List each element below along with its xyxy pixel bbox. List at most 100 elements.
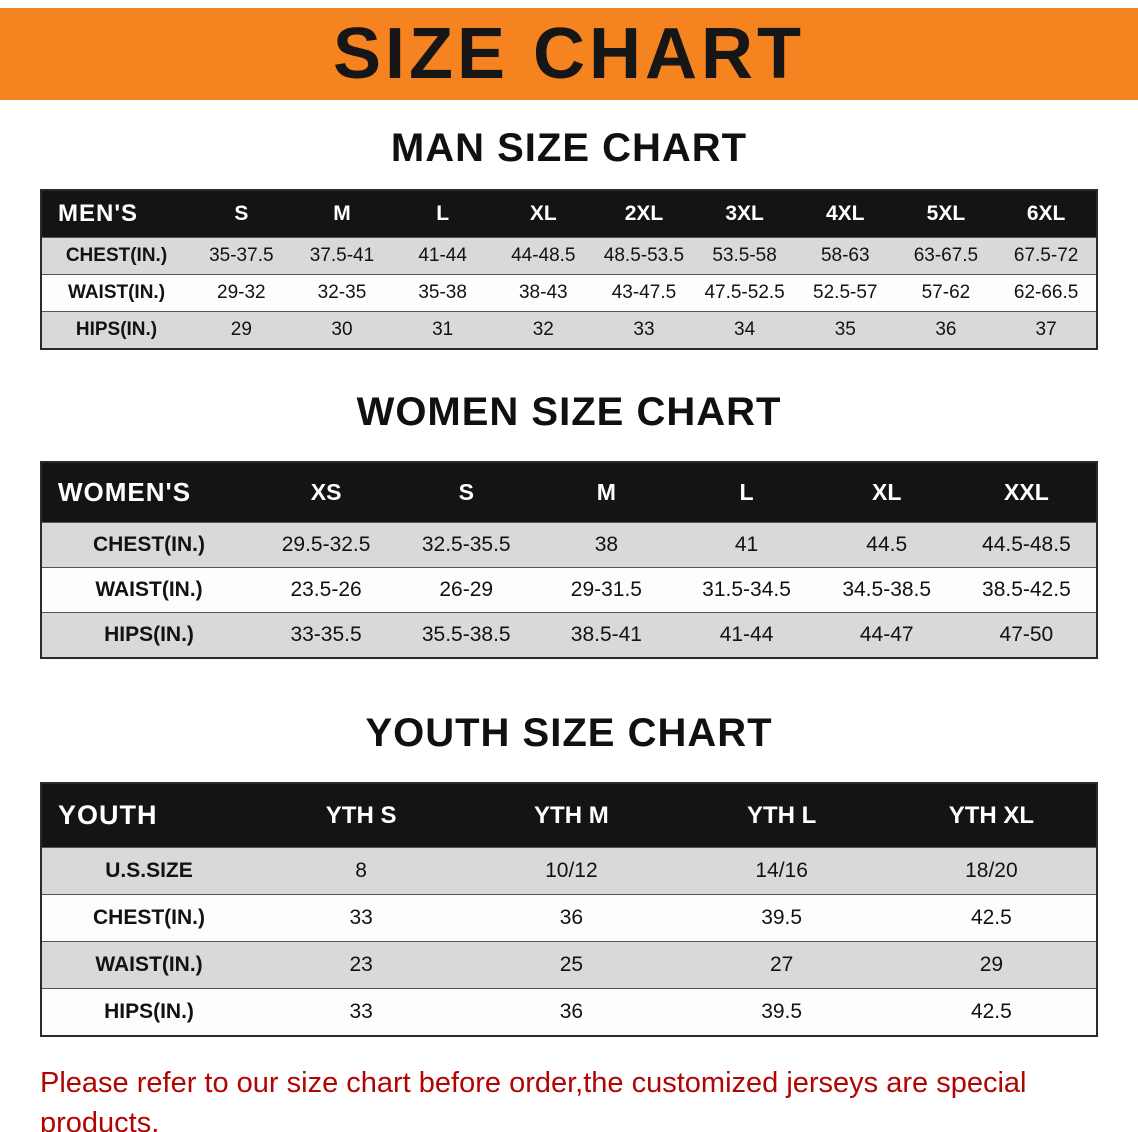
table-header-row: WOMEN'S XS S M L XL XXL bbox=[41, 462, 1097, 523]
size-value-cell: 44-47 bbox=[816, 612, 957, 658]
size-value-cell: 18/20 bbox=[886, 847, 1097, 895]
size-value-cell: 38.5-42.5 bbox=[956, 567, 1097, 613]
size-value-cell: 33-35.5 bbox=[256, 612, 397, 658]
disclaimer-line-1: Please refer to our size chart before or… bbox=[40, 1067, 1027, 1132]
size-value-cell: 36 bbox=[895, 311, 997, 349]
size-column-header: S bbox=[191, 190, 292, 238]
size-value-cell: 34.5-38.5 bbox=[816, 567, 957, 613]
youth-size-table: YOUTH YTH S YTH M YTH L YTH XL U.S.SIZE 8 10/12… bbox=[40, 782, 1098, 1037]
row-label: CHEST(IN.) bbox=[41, 894, 256, 942]
size-value-cell: 25 bbox=[466, 941, 677, 989]
size-value-cell: 36 bbox=[466, 894, 677, 942]
size-column-header: YTH L bbox=[676, 783, 887, 848]
table-header-row: YOUTH YTH S YTH M YTH L YTH XL bbox=[41, 783, 1097, 848]
size-value-cell: 32 bbox=[492, 311, 594, 349]
size-value-cell: 44.5-48.5 bbox=[956, 522, 1097, 568]
size-column-header: L bbox=[676, 462, 817, 523]
size-value-cell: 29-31.5 bbox=[536, 567, 677, 613]
row-label: HIPS(IN.) bbox=[41, 612, 256, 658]
men-size-table: MEN'S S M L XL 2XL 3XL 4XL 5XL 6XL CHEST(IN.) 35-37… bbox=[40, 189, 1098, 350]
size-value-cell: 58-63 bbox=[794, 237, 896, 275]
size-column-header: S bbox=[396, 462, 537, 523]
size-column-header: M bbox=[536, 462, 677, 523]
table-title-cell: YOUTH bbox=[41, 783, 256, 848]
size-value-cell: 38.5-41 bbox=[536, 612, 677, 658]
size-value-cell: 29.5-32.5 bbox=[256, 522, 397, 568]
table-title-cell: WOMEN'S bbox=[41, 462, 256, 523]
table-row: HIPS(IN.) 29 30 31 32 33 34 35 36 37 bbox=[41, 311, 1097, 349]
size-column-header: XXL bbox=[956, 462, 1097, 523]
size-value-cell: 29 bbox=[886, 941, 1097, 989]
size-value-cell: 26-29 bbox=[396, 567, 537, 613]
row-label: CHEST(IN.) bbox=[41, 522, 256, 568]
size-value-cell: 41-44 bbox=[392, 237, 493, 275]
row-label: U.S.SIZE bbox=[41, 847, 256, 895]
men-section-heading: MAN SIZE CHART bbox=[390, 126, 748, 170]
size-value-cell: 33 bbox=[256, 988, 467, 1036]
size-value-cell: 33 bbox=[593, 311, 695, 349]
size-value-cell: 43-47.5 bbox=[593, 274, 695, 312]
size-value-cell: 23 bbox=[256, 941, 467, 989]
size-value-cell: 39.5 bbox=[676, 988, 887, 1036]
women-section-heading: WOMEN SIZE CHART bbox=[356, 390, 782, 434]
size-value-cell: 10/12 bbox=[466, 847, 677, 895]
size-value-cell: 36 bbox=[466, 988, 677, 1036]
size-value-cell: 38 bbox=[536, 522, 677, 568]
size-value-cell: 38-43 bbox=[492, 274, 594, 312]
size-value-cell: 34 bbox=[694, 311, 795, 349]
size-column-header: YTH S bbox=[256, 783, 467, 848]
table-row: HIPS(IN.) 33 36 39.5 42.5 bbox=[41, 988, 1097, 1036]
banner: SIZE CHART bbox=[0, 8, 1138, 100]
disclaimer: Please refer to our size chart before or… bbox=[40, 1063, 1098, 1132]
size-column-header: L bbox=[392, 190, 493, 238]
size-value-cell: 27 bbox=[676, 941, 887, 989]
size-column-header: YTH XL bbox=[886, 783, 1097, 848]
size-value-cell: 39.5 bbox=[676, 894, 887, 942]
table-row: CHEST(IN.) 33 36 39.5 42.5 bbox=[41, 894, 1097, 942]
size-column-header: 4XL bbox=[794, 190, 896, 238]
size-value-cell: 52.5-57 bbox=[794, 274, 896, 312]
table-row: HIPS(IN.) 33-35.5 35.5-38.5 38.5-41 41-44 44-… bbox=[41, 612, 1097, 658]
row-label: WAIST(IN.) bbox=[41, 567, 256, 613]
size-column-header: 3XL bbox=[694, 190, 795, 238]
table-row: CHEST(IN.) 35-37.5 37.5-41 41-44 44-48.5 48.5… bbox=[41, 237, 1097, 275]
size-value-cell: 32-35 bbox=[291, 274, 393, 312]
table-row: U.S.SIZE 8 10/12 14/16 18/20 bbox=[41, 847, 1097, 895]
size-value-cell: 35-37.5 bbox=[191, 237, 292, 275]
size-value-cell: 47.5-52.5 bbox=[694, 274, 795, 312]
size-value-cell: 31.5-34.5 bbox=[676, 567, 817, 613]
size-value-cell: 63-67.5 bbox=[895, 237, 997, 275]
size-value-cell: 35 bbox=[794, 311, 896, 349]
size-column-header: YTH M bbox=[466, 783, 677, 848]
row-label: WAIST(IN.) bbox=[41, 941, 256, 989]
size-value-cell: 31 bbox=[392, 311, 493, 349]
size-value-cell: 67.5-72 bbox=[996, 237, 1097, 275]
size-value-cell: 23.5-26 bbox=[256, 567, 397, 613]
size-value-cell: 53.5-58 bbox=[694, 237, 795, 275]
size-value-cell: 42.5 bbox=[886, 894, 1097, 942]
men-section: MAN SIZE CHART MEN'S S M L XL 2XL 3XL 4XL 5XL 6XL… bbox=[0, 126, 1138, 350]
size-value-cell: 35-38 bbox=[392, 274, 493, 312]
size-column-header: M bbox=[291, 190, 393, 238]
size-value-cell: 44.5 bbox=[816, 522, 957, 568]
page-title: SIZE CHART bbox=[333, 14, 805, 94]
row-label: HIPS(IN.) bbox=[41, 988, 256, 1036]
table-row: WAIST(IN.) 23 25 27 29 bbox=[41, 941, 1097, 989]
table-header-row: MEN'S S M L XL 2XL 3XL 4XL 5XL 6XL bbox=[41, 190, 1097, 238]
table-title-cell: MEN'S bbox=[41, 190, 191, 238]
size-column-header: XS bbox=[256, 462, 397, 523]
row-label: HIPS(IN.) bbox=[41, 311, 191, 349]
size-value-cell: 29-32 bbox=[191, 274, 292, 312]
row-label: WAIST(IN.) bbox=[41, 274, 191, 312]
size-value-cell: 41-44 bbox=[676, 612, 817, 658]
size-value-cell: 32.5-35.5 bbox=[396, 522, 537, 568]
size-value-cell: 30 bbox=[291, 311, 393, 349]
size-column-header: 6XL bbox=[996, 190, 1097, 238]
youth-section: YOUTH SIZE CHART YOUTH YTH S YTH M YTH L YTH… bbox=[0, 711, 1138, 1037]
size-value-cell: 29 bbox=[191, 311, 292, 349]
youth-section-heading: YOUTH SIZE CHART bbox=[365, 711, 773, 755]
size-column-header: XL bbox=[816, 462, 957, 523]
size-column-header: 2XL bbox=[593, 190, 695, 238]
size-value-cell: 42.5 bbox=[886, 988, 1097, 1036]
size-value-cell: 37.5-41 bbox=[291, 237, 393, 275]
